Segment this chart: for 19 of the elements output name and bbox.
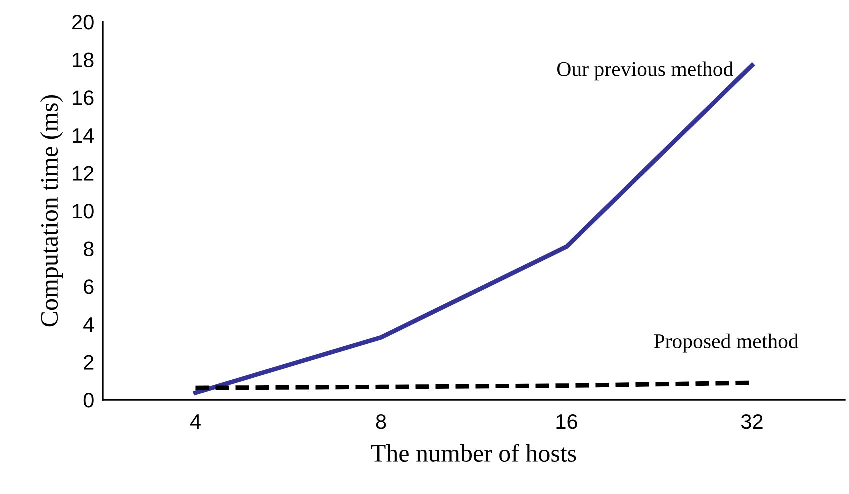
x-tick-label: 32 <box>741 414 763 430</box>
y-tick-label: 8 <box>84 242 94 257</box>
y-tick-label: 6 <box>84 280 94 294</box>
y-tick-label: 2 <box>84 355 94 370</box>
x-axis-title: The number of hosts <box>371 444 576 462</box>
y-tick-label: 18 <box>73 52 94 68</box>
x-tick-label: 4 <box>190 414 201 429</box>
y-tick-label: 20 <box>72 15 94 30</box>
series-label: Proposed method <box>654 334 799 353</box>
series-label: Our previous method <box>558 62 734 81</box>
y-tick-label: 14 <box>73 128 94 143</box>
x-tick-label: 8 <box>376 414 386 430</box>
y-tick-label: 12 <box>73 166 94 181</box>
y-tick-label: 4 <box>84 318 94 332</box>
y-tick-label: 0 <box>84 393 94 408</box>
x-tick-label: 16 <box>556 414 578 430</box>
y-axis-title: Computation time (ms) <box>40 95 64 327</box>
y-tick-label: 16 <box>73 90 94 106</box>
y-tick-label: 10 <box>73 204 94 219</box>
